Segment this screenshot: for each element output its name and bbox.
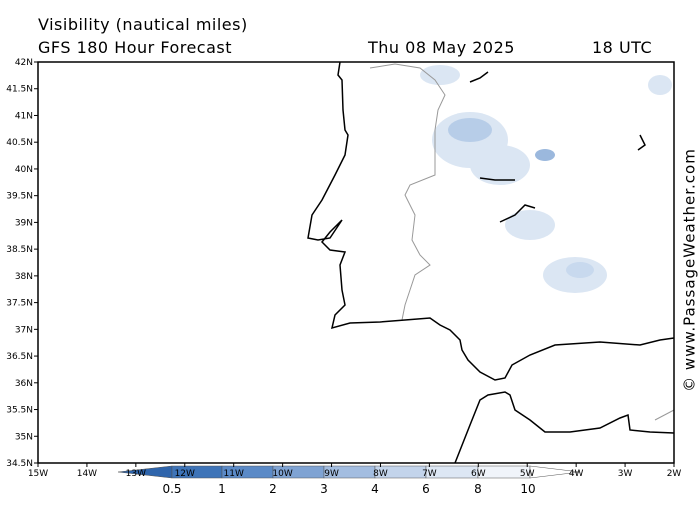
legend-label: 6	[422, 482, 430, 496]
legend-label: 8	[474, 482, 482, 496]
lat-label: 41.5N	[6, 85, 33, 95]
title: Visibility (nautical miles)	[38, 15, 248, 34]
lon-label: 6W	[471, 469, 486, 479]
lon-label: 3W	[618, 469, 633, 479]
credit: © www.PassageWeather.com	[681, 148, 699, 392]
lon-label: 11W	[224, 469, 244, 479]
time: 18 UTC	[592, 38, 652, 57]
legend-label: 0.5	[162, 482, 181, 496]
lat-label: 42N	[15, 58, 33, 68]
lat-label: 36N	[15, 379, 33, 389]
borders	[369, 63, 675, 421]
lon-label: 14W	[77, 469, 97, 479]
lat-label: 40N	[15, 165, 33, 175]
legend-label: 10	[520, 482, 535, 496]
lat-label: 35.5N	[6, 406, 33, 416]
lat-label: 37N	[15, 325, 33, 335]
lon-label: 5W	[520, 469, 535, 479]
model: GFS 180 Hour Forecast	[38, 38, 232, 57]
lon-label: 12W	[175, 469, 195, 479]
lon-label: 7W	[422, 469, 437, 479]
lat-label: 36.5N	[6, 352, 33, 362]
colorbar	[117, 465, 581, 479]
lat-label: 38.5N	[6, 245, 33, 255]
lat-label: 38N	[15, 272, 33, 282]
lon-label: 9W	[324, 469, 339, 479]
legend-label: 2	[269, 482, 277, 496]
lat-label: 40.5N	[6, 138, 33, 148]
legend-label: 4	[371, 482, 379, 496]
lat-label: 34.5N	[6, 459, 33, 469]
visibility-shading	[420, 65, 672, 293]
legend-label: 3	[320, 482, 328, 496]
lat-label: 35N	[15, 432, 33, 442]
lat-label: 39N	[15, 218, 33, 228]
legend-label: 1	[218, 482, 226, 496]
lon-label: 4W	[569, 469, 584, 479]
coastline	[307, 61, 675, 464]
lat-label: 37.5N	[6, 299, 33, 309]
lon-label: 15W	[28, 469, 48, 479]
lat-label: 41N	[15, 111, 33, 121]
lat-label: 39.5N	[6, 192, 33, 202]
lon-label: 13W	[126, 469, 146, 479]
map-frame	[37, 61, 675, 464]
lon-label: 8W	[373, 469, 388, 479]
date: Thu 08 May 2025	[367, 38, 515, 57]
lon-label: 10W	[272, 469, 292, 479]
lon-label: 2W	[667, 469, 682, 479]
